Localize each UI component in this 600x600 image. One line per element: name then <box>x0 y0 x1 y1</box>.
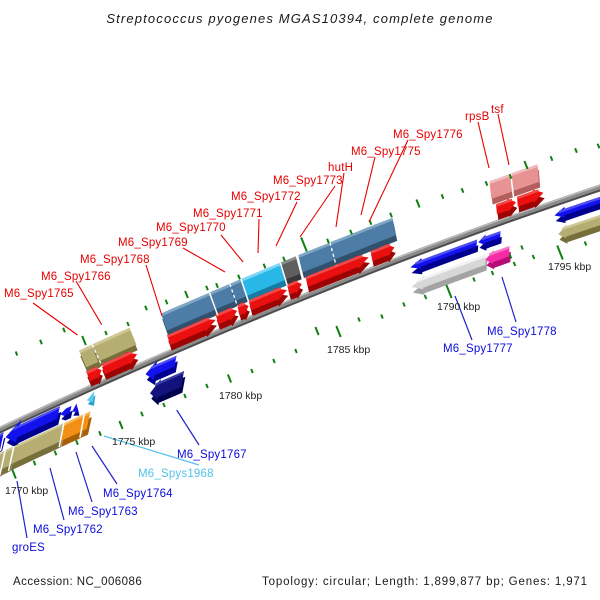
svg-text:1775 kbp: 1775 kbp <box>112 436 155 448</box>
svg-text:M6_Spy1775: M6_Spy1775 <box>351 146 421 158</box>
svg-text:groES: groES <box>12 542 45 554</box>
svg-text:M6_Spy1777: M6_Spy1777 <box>443 343 513 355</box>
svg-text:M6_Spy1763: M6_Spy1763 <box>68 506 138 518</box>
svg-text:M6_Spy1768: M6_Spy1768 <box>80 254 150 266</box>
svg-text:Topology: circular; Length: 1,: Topology: circular; Length: 1,899,877 bp… <box>262 576 588 588</box>
svg-text:hutH: hutH <box>328 162 353 174</box>
svg-text:M6_Spy1772: M6_Spy1772 <box>231 191 301 203</box>
svg-text:M6_Spy1770: M6_Spy1770 <box>156 222 226 234</box>
svg-text:1780 kbp: 1780 kbp <box>219 390 262 402</box>
svg-text:M6_Spy1764: M6_Spy1764 <box>103 488 173 500</box>
svg-text:M6_Spy1765: M6_Spy1765 <box>4 288 74 300</box>
svg-text:Accession: NC_006086: Accession: NC_006086 <box>13 576 142 588</box>
svg-text:M6_Spy1767: M6_Spy1767 <box>177 449 247 461</box>
svg-text:M6_Spy1778: M6_Spy1778 <box>487 326 557 338</box>
svg-text:1790 kbp: 1790 kbp <box>437 301 480 313</box>
svg-text:M6_Spy1762: M6_Spy1762 <box>33 524 103 536</box>
svg-text:Streptococcus pyogenes MGAS103: Streptococcus pyogenes MGAS10394, comple… <box>106 11 493 26</box>
svg-text:M6_Spy1769: M6_Spy1769 <box>118 237 188 249</box>
svg-text:1770 kbp: 1770 kbp <box>5 485 48 497</box>
svg-text:M6_Spy1766: M6_Spy1766 <box>41 271 111 283</box>
svg-text:M6_Spy1773: M6_Spy1773 <box>273 175 343 187</box>
svg-text:rpsB: rpsB <box>465 111 490 123</box>
svg-text:M6_Spy1771: M6_Spy1771 <box>193 208 263 220</box>
svg-text:M6_Spy1776: M6_Spy1776 <box>393 129 463 141</box>
svg-text:tsf: tsf <box>491 104 504 116</box>
svg-text:1785 kbp: 1785 kbp <box>327 344 370 356</box>
svg-text:M6_Spys1968: M6_Spys1968 <box>138 468 214 480</box>
svg-text:1795 kbp: 1795 kbp <box>548 261 591 273</box>
